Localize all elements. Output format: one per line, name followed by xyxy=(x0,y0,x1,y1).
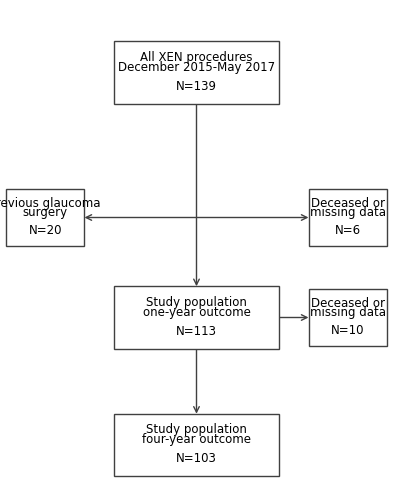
Text: All XEN procedures: All XEN procedures xyxy=(140,51,253,64)
FancyBboxPatch shape xyxy=(114,286,279,349)
Text: Previous glaucoma: Previous glaucoma xyxy=(0,197,101,210)
Text: surgery: surgery xyxy=(23,206,68,220)
Text: Study population: Study population xyxy=(146,424,247,436)
FancyBboxPatch shape xyxy=(309,189,387,246)
Text: N=113: N=113 xyxy=(176,325,217,338)
Text: N=6: N=6 xyxy=(335,224,361,236)
Text: missing data: missing data xyxy=(310,306,386,320)
Text: N=103: N=103 xyxy=(176,452,217,465)
Text: N=139: N=139 xyxy=(176,80,217,93)
FancyBboxPatch shape xyxy=(114,42,279,104)
FancyBboxPatch shape xyxy=(114,414,279,476)
Text: missing data: missing data xyxy=(310,206,386,220)
Text: December 2015-May 2017: December 2015-May 2017 xyxy=(118,61,275,74)
FancyBboxPatch shape xyxy=(309,289,387,346)
Text: Deceased or: Deceased or xyxy=(311,197,385,210)
Text: N=20: N=20 xyxy=(28,224,62,236)
Text: Deceased or: Deceased or xyxy=(311,297,385,310)
Text: one-year outcome: one-year outcome xyxy=(143,306,250,319)
FancyBboxPatch shape xyxy=(6,189,84,246)
Text: four-year outcome: four-year outcome xyxy=(142,434,251,446)
Text: Study population: Study population xyxy=(146,296,247,309)
Text: N=10: N=10 xyxy=(331,324,365,336)
